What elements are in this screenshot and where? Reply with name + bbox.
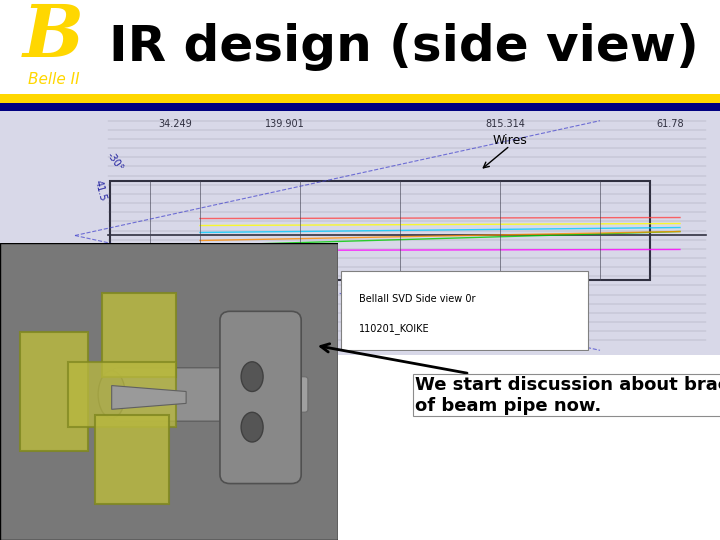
FancyBboxPatch shape bbox=[102, 293, 176, 377]
Text: BellaII SVD Side view 0r: BellaII SVD Side view 0r bbox=[359, 294, 475, 305]
Text: IR design (side view): IR design (side view) bbox=[109, 23, 698, 71]
FancyBboxPatch shape bbox=[0, 111, 720, 355]
Bar bbox=[0, 94, 720, 103]
Text: 815.314: 815.314 bbox=[485, 119, 525, 129]
Text: Wires: Wires bbox=[492, 134, 527, 147]
Text: 41.5: 41.5 bbox=[92, 179, 107, 202]
Ellipse shape bbox=[98, 370, 125, 419]
FancyBboxPatch shape bbox=[95, 415, 169, 504]
FancyBboxPatch shape bbox=[341, 271, 588, 350]
FancyBboxPatch shape bbox=[68, 362, 176, 427]
FancyBboxPatch shape bbox=[20, 332, 88, 451]
Text: -30°: -30° bbox=[105, 150, 125, 173]
Bar bbox=[0, 103, 720, 111]
FancyBboxPatch shape bbox=[112, 368, 277, 421]
FancyBboxPatch shape bbox=[220, 311, 301, 484]
Text: 139.901: 139.901 bbox=[265, 119, 305, 129]
Text: B: B bbox=[23, 2, 84, 72]
FancyBboxPatch shape bbox=[261, 377, 308, 413]
Ellipse shape bbox=[241, 413, 263, 442]
Text: We start discussion about bracket
of beam pipe now.: We start discussion about bracket of bea… bbox=[321, 344, 720, 415]
Text: 110201_KOIKE: 110201_KOIKE bbox=[359, 322, 429, 334]
Text: 61.78: 61.78 bbox=[656, 119, 684, 129]
FancyBboxPatch shape bbox=[0, 243, 338, 540]
Ellipse shape bbox=[241, 362, 263, 392]
Polygon shape bbox=[112, 386, 186, 409]
Text: 34.249: 34.249 bbox=[158, 119, 192, 129]
Text: Belle II: Belle II bbox=[28, 72, 79, 87]
